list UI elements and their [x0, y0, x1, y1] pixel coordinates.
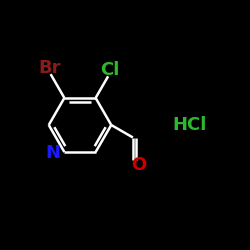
Text: N: N	[46, 144, 60, 162]
Text: HCl: HCl	[173, 116, 207, 134]
Text: Cl: Cl	[100, 61, 119, 79]
Text: Br: Br	[38, 59, 61, 77]
Text: O: O	[132, 156, 147, 174]
